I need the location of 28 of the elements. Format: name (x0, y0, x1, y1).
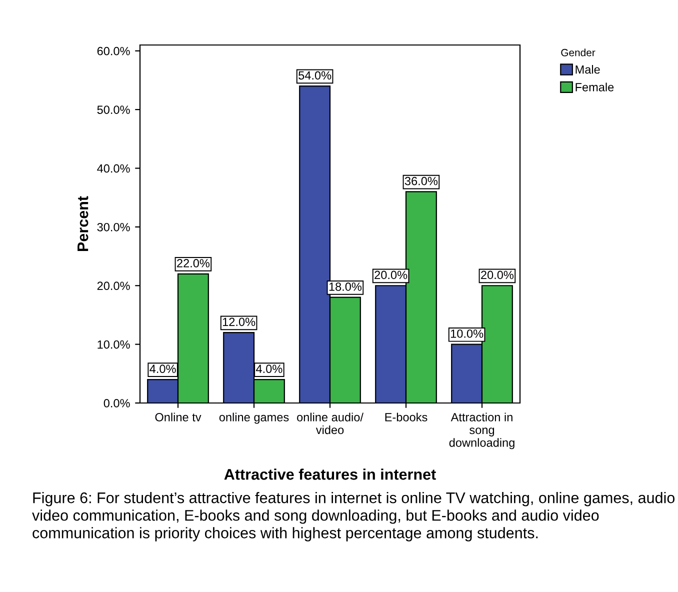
caption: Figure 6: For student’s attractive features in internet is online TV watching, online games, audio video communication, E-books and song downloading, but E-books and audio video communication is priority choices with highest percentage among students. (32, 492, 675, 542)
data-label: 20.0% (374, 270, 408, 280)
data-label: 18.0% (329, 282, 362, 291)
x-tick-label: Online tv (155, 412, 202, 422)
y-tick-label: 40.0% (97, 164, 130, 173)
y-tick-label: 50.0% (97, 106, 130, 114)
data-label: 22.0% (177, 259, 210, 268)
data-label: 4.0% (256, 364, 282, 374)
legend-label: Male (576, 65, 600, 74)
y-tick-label: 30.0% (97, 222, 130, 232)
y-tick-label: 20.0% (97, 282, 130, 290)
y-tick-label: 10.0% (98, 340, 130, 349)
y-tick-label: 0.0% (104, 399, 130, 408)
data-label: 54.0% (298, 71, 332, 80)
x-tick-label: online games (219, 412, 289, 424)
y-axis-title: Percent (78, 196, 88, 251)
data-label: 20.0% (481, 270, 514, 280)
data-label: 10.0% (450, 329, 484, 338)
x-tick-label: E-books (385, 412, 428, 422)
x-tick-label: online audio/ video (297, 412, 364, 434)
data-label: 36.0% (404, 176, 438, 186)
x-axis-title: Attractive features in internet (224, 468, 436, 480)
x-tick-label: Attraction in song downloading (449, 412, 514, 450)
data-label: 4.0% (150, 364, 176, 374)
data-label: 12.0% (222, 318, 256, 326)
y-tick-label: 60.0% (97, 46, 130, 56)
legend-title: Gender (561, 48, 596, 56)
legend-label: Female (576, 82, 614, 92)
